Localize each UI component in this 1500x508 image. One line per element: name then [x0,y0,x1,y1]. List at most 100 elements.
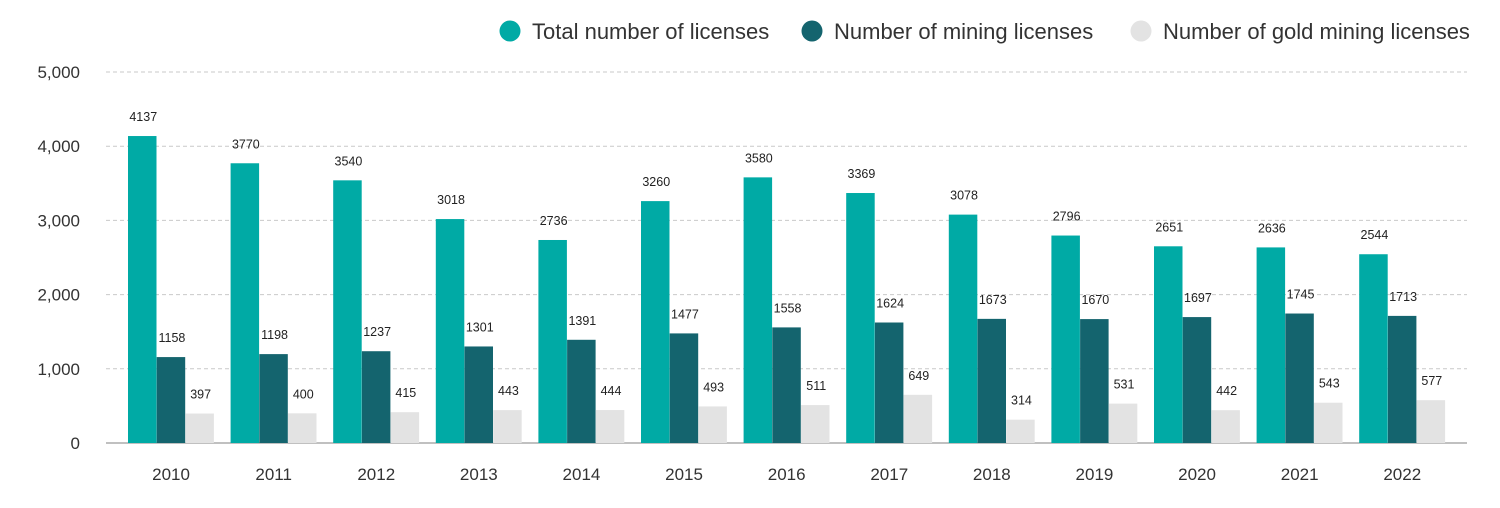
data-label-gold-mining-licenses: 442 [1216,384,1237,398]
data-label-gold-mining-licenses: 400 [293,387,314,401]
legend-swatch [499,20,521,42]
data-label-mining-licenses: 1670 [1081,293,1109,307]
legend-label: Total number of licenses [532,19,769,44]
bar-gold-mining-licenses [903,394,933,443]
legend-item-total-licenses: Total number of licenses [499,19,769,44]
data-label-mining-licenses: 1198 [261,328,288,342]
data-label-gold-mining-licenses: 511 [806,379,826,393]
bar-gold-mining-licenses [185,413,214,443]
bar-total-licenses [1256,247,1286,443]
data-label-total-licenses: 3018 [437,193,465,207]
x-tick-label: 2022 [1383,465,1421,484]
data-labels: 4137 1158 397 3770 1198 400 3540 1237 415 3018 130… [129,110,1442,408]
data-label-total-licenses: 2544 [1361,228,1389,242]
bar-total-licenses [1359,254,1388,443]
data-label-gold-mining-licenses: 577 [1421,374,1442,388]
legend-swatch [801,20,823,42]
data-label-mining-licenses: 1558 [774,301,802,315]
bar-mining-licenses [669,333,699,443]
bar-total-licenses [743,177,773,443]
x-tick-label: 2014 [563,465,601,484]
bar-total-licenses [641,201,670,443]
x-tick-label: 2017 [870,465,908,484]
bar-mining-licenses [1080,319,1109,443]
bar-total-licenses [435,219,465,443]
data-label-mining-licenses: 1624 [876,296,904,310]
bar-mining-licenses [977,318,1006,443]
data-label-total-licenses: 2736 [540,214,568,228]
bar-total-licenses [333,180,362,443]
data-label-mining-licenses: 1158 [159,331,186,345]
y-axis-tick-labels: 0 1,000 2,000 3,000 4,000 5,000 [37,63,80,453]
data-label-gold-mining-licenses: 444 [601,384,622,398]
bar-mining-licenses [1182,317,1212,443]
data-label-mining-licenses: 1745 [1287,288,1315,302]
data-label-gold-mining-licenses: 443 [498,384,519,398]
bar-gold-mining-licenses [1314,402,1343,443]
bar-gold-mining-licenses [1211,410,1240,443]
x-tick-label: 2020 [1178,465,1216,484]
x-tick-label: 2011 [255,465,292,484]
y-tick-label: 2,000 [37,286,80,305]
x-tick-label: 2013 [460,465,498,484]
bar-total-licenses [538,239,567,443]
x-tick-label: 2021 [1281,465,1319,484]
legend-label: Number of mining licenses [834,19,1093,44]
legend: Total number of licenses Number of mining… [499,19,1470,44]
bar-mining-licenses [361,351,391,443]
bar-total-licenses [846,193,875,443]
bar-gold-mining-licenses [595,410,625,443]
y-tick-label: 1,000 [37,360,80,379]
data-label-gold-mining-licenses: 415 [395,386,416,400]
bar-gold-mining-licenses [288,413,317,443]
x-tick-label: 2010 [152,465,190,484]
bar-gold-mining-licenses [493,410,522,443]
bar-total-licenses [1154,246,1183,443]
data-label-total-licenses: 3770 [232,137,260,151]
bars [128,136,1446,444]
bar-total-licenses [948,214,978,443]
x-tick-label: 2012 [357,465,395,484]
data-label-mining-licenses: 1673 [979,293,1007,307]
legend-item-mining-licenses: Number of mining licenses [801,19,1093,44]
bar-gold-mining-licenses [698,406,727,443]
data-label-total-licenses: 2636 [1258,221,1286,235]
x-tick-label: 2018 [973,465,1011,484]
x-axis-tick-labels: 2010 2011 2012 2013 2014 2015 2016 2017 2018 2019… [152,465,1421,484]
bar-mining-licenses [1387,315,1417,443]
data-label-gold-mining-licenses: 493 [703,380,724,394]
data-label-total-licenses: 4137 [129,110,157,124]
data-label-total-licenses: 2651 [1155,220,1183,234]
data-label-total-licenses: 2796 [1053,210,1081,224]
y-tick-label: 3,000 [37,211,80,230]
bar-mining-licenses [156,357,186,443]
data-label-mining-licenses: 1237 [363,325,391,339]
bar-mining-licenses [464,346,493,443]
legend-label: Number of gold mining licenses [1163,19,1470,44]
bar-total-licenses [230,163,260,444]
bar-gold-mining-licenses [1108,403,1138,443]
x-tick-label: 2019 [1076,465,1114,484]
data-label-gold-mining-licenses: 543 [1319,377,1340,391]
gridlines [106,71,1467,444]
data-label-mining-licenses: 1391 [568,314,596,328]
bar-gold-mining-licenses [801,405,830,443]
bar-mining-licenses [259,354,288,443]
bar-total-licenses [1051,235,1080,443]
bar-mining-licenses [567,339,596,443]
data-label-gold-mining-licenses: 314 [1011,394,1032,408]
data-label-total-licenses: 3540 [335,154,363,168]
bar-mining-licenses [874,322,904,443]
data-label-mining-licenses: 1713 [1389,290,1417,304]
data-label-gold-mining-licenses: 531 [1114,378,1135,392]
data-label-total-licenses: 3260 [642,175,670,189]
bar-gold-mining-licenses [1006,419,1035,443]
legend-item-gold-mining-licenses: Number of gold mining licenses [1130,19,1470,44]
legend-swatch [1130,20,1152,42]
y-tick-label: 4,000 [37,137,80,156]
y-tick-label: 0 [71,434,80,453]
y-tick-label: 5,000 [37,63,80,82]
bar-mining-licenses [1285,313,1314,443]
